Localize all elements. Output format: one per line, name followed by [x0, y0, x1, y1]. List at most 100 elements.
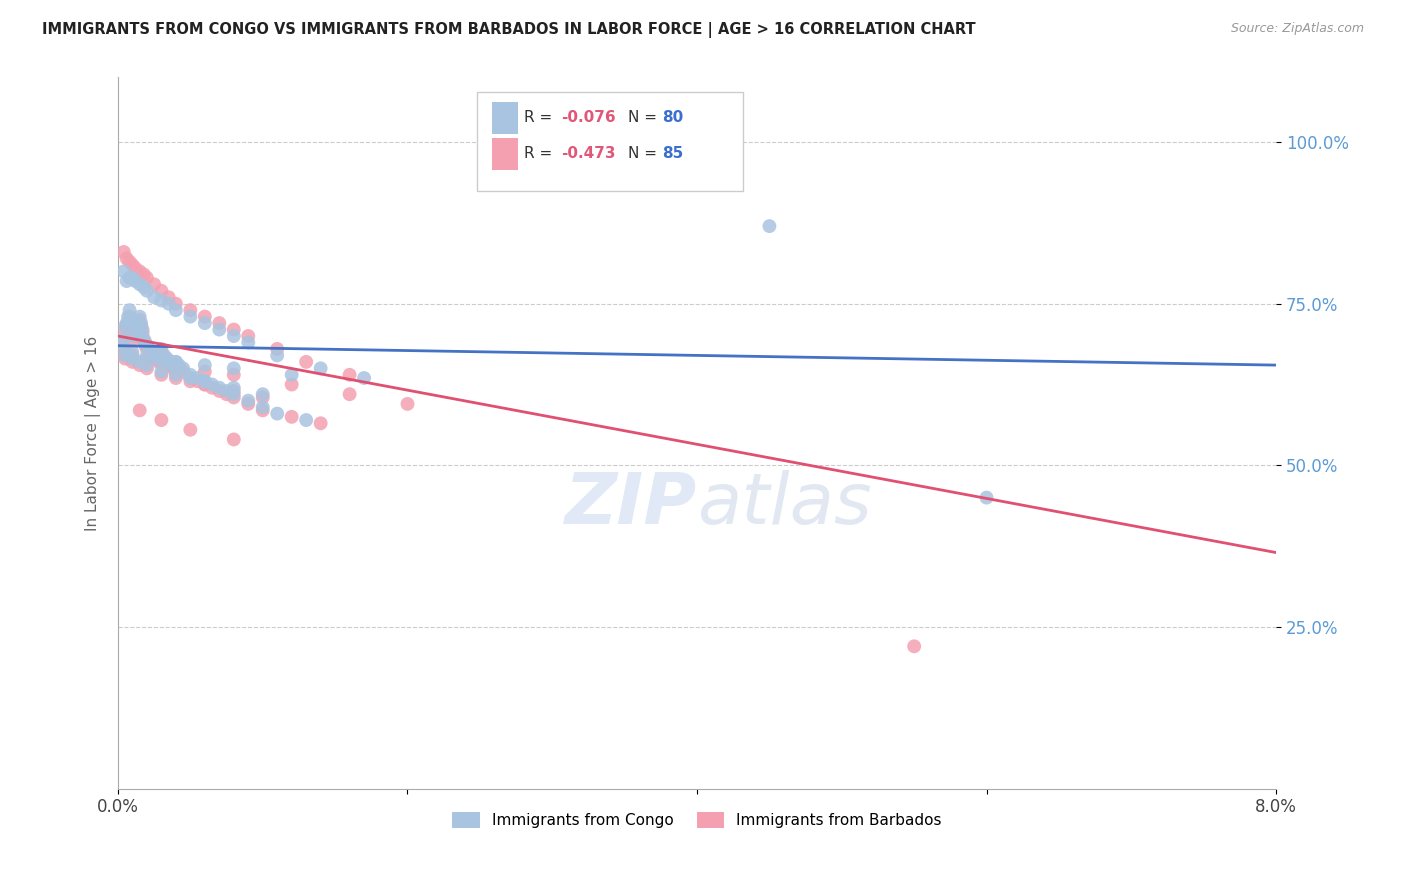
Point	[156, 355, 179, 369]
Text: 85: 85	[662, 146, 683, 161]
Point	[208, 322, 231, 336]
Point	[115, 274, 138, 288]
Point	[309, 361, 332, 376]
Point	[114, 351, 136, 366]
Point	[117, 310, 139, 324]
Point	[143, 290, 166, 304]
Point	[201, 377, 224, 392]
Text: -0.473: -0.473	[561, 146, 616, 161]
Point	[115, 316, 138, 330]
Point	[903, 640, 925, 654]
Legend: Immigrants from Congo, Immigrants from Barbados: Immigrants from Congo, Immigrants from B…	[446, 806, 948, 834]
Point	[121, 332, 143, 346]
Point	[167, 358, 190, 372]
Point	[142, 348, 165, 362]
Point	[135, 348, 157, 362]
Point	[114, 348, 136, 362]
Point	[165, 355, 187, 369]
Point	[132, 280, 155, 294]
Point	[165, 371, 187, 385]
Point	[124, 261, 146, 276]
Point	[135, 270, 157, 285]
Point	[132, 335, 155, 350]
Point	[179, 371, 201, 385]
Point	[150, 355, 173, 369]
Point	[118, 254, 141, 268]
Point	[131, 326, 153, 340]
Point	[129, 319, 152, 334]
Point	[238, 393, 260, 408]
Point	[128, 313, 150, 327]
Point	[142, 345, 165, 359]
Point	[128, 277, 150, 292]
Point	[111, 332, 134, 346]
Point	[118, 270, 141, 285]
Bar	[492, 138, 517, 169]
Point	[150, 365, 173, 379]
Point	[124, 274, 146, 288]
Point	[222, 368, 245, 382]
Point	[135, 358, 157, 372]
Point	[128, 403, 150, 417]
Point	[112, 244, 135, 259]
Point	[124, 322, 146, 336]
Point	[157, 296, 180, 310]
Point	[280, 409, 302, 424]
Point	[208, 381, 231, 395]
Point	[280, 377, 302, 392]
Point	[150, 342, 173, 356]
Point	[159, 358, 181, 372]
Point	[111, 335, 134, 350]
Point	[114, 319, 136, 334]
Point	[153, 351, 176, 366]
Point	[266, 348, 288, 362]
Point	[129, 316, 152, 330]
Point	[179, 368, 201, 382]
Point	[135, 284, 157, 298]
Point	[128, 264, 150, 278]
Point	[208, 316, 231, 330]
Point	[121, 351, 143, 366]
Point	[187, 371, 209, 385]
Point	[121, 258, 143, 272]
Point	[131, 322, 153, 336]
Point	[127, 329, 149, 343]
Point	[122, 313, 145, 327]
Point	[128, 358, 150, 372]
Text: ZIP: ZIP	[565, 469, 697, 539]
Point	[179, 374, 201, 388]
Point	[252, 387, 274, 401]
Point	[222, 381, 245, 395]
Point	[125, 326, 148, 340]
Point	[156, 351, 179, 366]
Point	[222, 433, 245, 447]
Point	[162, 358, 184, 372]
Point	[150, 413, 173, 427]
Text: N =: N =	[627, 146, 661, 161]
Point	[238, 397, 260, 411]
Point	[396, 397, 419, 411]
Point	[222, 322, 245, 336]
Point	[353, 371, 375, 385]
Point	[215, 384, 238, 398]
Point	[222, 391, 245, 405]
Point	[150, 351, 173, 366]
Point	[145, 348, 167, 362]
Point	[194, 316, 217, 330]
Point	[222, 384, 245, 398]
Point	[135, 351, 157, 366]
Point	[172, 365, 194, 379]
Point	[295, 413, 318, 427]
Point	[128, 310, 150, 324]
Point	[179, 303, 201, 318]
Point	[165, 296, 187, 310]
Point	[162, 361, 184, 376]
Text: Source: ZipAtlas.com: Source: ZipAtlas.com	[1230, 22, 1364, 36]
Point	[135, 342, 157, 356]
Point	[150, 368, 173, 382]
Point	[252, 391, 274, 405]
FancyBboxPatch shape	[477, 92, 744, 191]
Point	[121, 355, 143, 369]
Point	[121, 345, 143, 359]
Point	[215, 387, 238, 401]
